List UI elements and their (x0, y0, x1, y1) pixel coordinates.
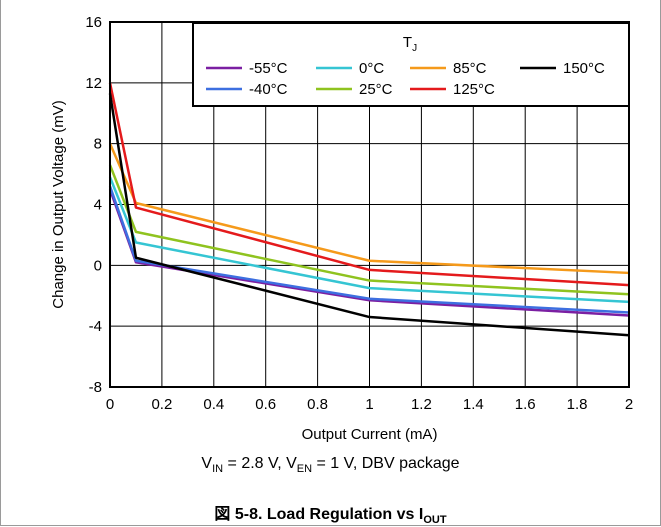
x-axis-label: Output Current (mA) (302, 426, 438, 443)
legend-label: -55°C (249, 60, 288, 77)
y-tick-label: 12 (85, 75, 102, 92)
legend-label: 25°C (359, 81, 393, 98)
series-line (108, 164, 630, 296)
y-axis-label: Change in Output Voltage (mV) (50, 100, 67, 308)
x-tick-label: 0.4 (203, 396, 224, 413)
legend-title: TJ (403, 34, 417, 54)
y-tick-label: 0 (94, 257, 102, 274)
legend-label: -40°C (249, 81, 288, 98)
x-tick-label: 0 (106, 396, 114, 413)
x-tick-label: 2 (625, 396, 633, 413)
x-tick-label: 1 (365, 396, 373, 413)
legend-label: 0°C (359, 60, 384, 77)
legend-label: 125°C (453, 81, 495, 98)
x-tick-label: 0.8 (307, 396, 328, 413)
load-regulation-chart: 0 0.2 0.4 0.6 0.8 1 1.2 1.4 1.6 1.8 2 1612840-4-8 … (50, 14, 633, 443)
series-lines (108, 82, 630, 337)
y-tick-label: -4 (89, 318, 102, 335)
legend-items: -55°C -40°C 0°C 25°C 85°C 125°C 150°C (206, 60, 605, 98)
x-tick-label: 1.8 (567, 396, 588, 413)
y-tick-label: 16 (85, 14, 102, 31)
x-tick-label: 1.2 (411, 396, 432, 413)
series-line (108, 176, 630, 304)
y-tick-label: 8 (94, 136, 102, 153)
legend-label: 85°C (453, 60, 487, 77)
series-line (108, 185, 630, 314)
y-tick-label: 4 (94, 197, 102, 214)
series-line (108, 93, 630, 337)
x-tick-label: 1.4 (463, 396, 484, 413)
y-tick-labels: 16 12 8 4 0 -4 -8 (85, 14, 102, 396)
series-line (108, 82, 630, 287)
test-conditions: VIN = 2.8 V, VEN = 1 V, DBV package (201, 455, 460, 476)
x-tick-label: 1.6 (515, 396, 536, 413)
x-tick-label: 0.6 (255, 396, 276, 413)
x-tick-labels: 0 0.2 0.4 0.6 0.8 1 1.2 1.4 1.6 1.8 2 (106, 396, 633, 413)
legend-label: 150°C (563, 60, 605, 77)
legend: TJ -55°C -40°C 0°C 25°C 85°C 125°C 150°C (192, 22, 630, 107)
figure-title: 図 5-8. Load Regulation vs IOUT (214, 506, 447, 527)
legend-box (192, 22, 630, 107)
x-tick-label: 0.2 (151, 396, 172, 413)
y-tick-label: -8 (89, 379, 102, 396)
